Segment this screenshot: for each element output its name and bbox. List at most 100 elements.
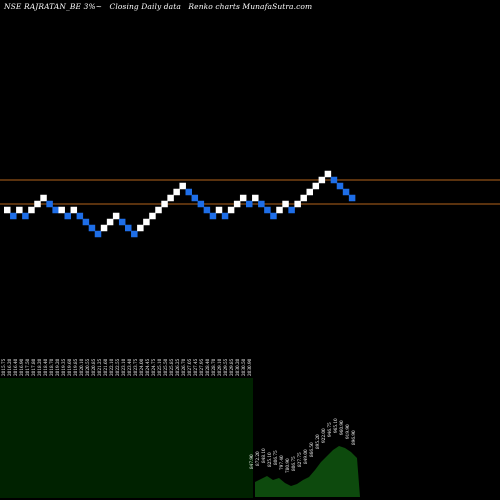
date-label: 2023.75 bbox=[133, 358, 138, 376]
price-labels: 847.90 872.20 848.10 825.10 806.75 797.40 780.… bbox=[249, 418, 356, 473]
renko-brick bbox=[149, 212, 156, 220]
date-label: 2025.50 bbox=[163, 358, 168, 376]
renko-brick bbox=[58, 206, 65, 214]
date-label: 2019.85 bbox=[73, 358, 78, 376]
date-label: 2025.85 bbox=[169, 358, 174, 376]
date-label: 2029.85 bbox=[229, 358, 234, 376]
date-label: 2023.40 bbox=[127, 358, 132, 376]
renko-brick bbox=[34, 200, 41, 208]
date-label: 2020.85 bbox=[91, 358, 96, 376]
price-label: 797.40 bbox=[279, 455, 284, 470]
price-label: 965.10 bbox=[333, 418, 338, 433]
date-label: 2029.10 bbox=[217, 358, 222, 376]
renko-brick bbox=[185, 188, 192, 196]
date-label: 2020.10 bbox=[79, 358, 84, 376]
price-label: 872.20 bbox=[255, 451, 260, 466]
renko-brick bbox=[227, 206, 235, 214]
chart-description: Closing Daily data bbox=[109, 2, 181, 11]
renko-brick bbox=[161, 200, 168, 208]
date-label: 2017.50 bbox=[25, 358, 30, 376]
date-label: 2030.90 bbox=[247, 358, 252, 376]
renko-brick bbox=[76, 212, 84, 220]
date-label: 2021.25 bbox=[97, 358, 102, 376]
renko-brick bbox=[294, 200, 301, 208]
renko-brick bbox=[252, 194, 259, 202]
reference-lines bbox=[0, 179, 500, 205]
date-label: 2020.55 bbox=[85, 358, 90, 376]
renko-brick bbox=[16, 206, 23, 214]
date-label: 2028.70 bbox=[211, 358, 216, 376]
date-label: 2024.45 bbox=[145, 358, 150, 376]
renko-brick bbox=[125, 224, 132, 232]
renko-brick bbox=[143, 218, 150, 226]
volume-area-recent bbox=[255, 446, 360, 497]
date-label: 2027.45 bbox=[193, 358, 198, 376]
renko-brick bbox=[118, 218, 126, 226]
date-label: 2030.20 bbox=[235, 358, 240, 376]
price-label: 780.90 bbox=[285, 458, 290, 473]
symbol-suffix: ~ bbox=[95, 2, 103, 11]
renko-brick bbox=[209, 212, 217, 220]
renko-brick bbox=[300, 194, 307, 202]
renko-brick bbox=[276, 206, 283, 214]
renko-brick bbox=[10, 212, 17, 220]
renko-brick bbox=[239, 194, 247, 202]
renko-brick bbox=[40, 194, 47, 202]
renko-brick bbox=[221, 212, 229, 220]
renko-brick bbox=[64, 212, 71, 220]
renko-brick bbox=[246, 200, 253, 208]
renko-brick bbox=[203, 206, 211, 214]
date-label: 2022.10 bbox=[109, 358, 114, 376]
date-label: 2024.75 bbox=[151, 358, 156, 376]
brand-label: Renko charts MunafaSutra.com bbox=[188, 2, 313, 11]
renko-brick bbox=[52, 206, 59, 214]
symbol-text: NSE RAJRATAN_BE 3% bbox=[4, 2, 96, 11]
renko-brick bbox=[70, 206, 78, 214]
renko-brick bbox=[46, 200, 53, 208]
date-label: 2018.20 bbox=[37, 358, 42, 376]
date-label: 2022.55 bbox=[115, 358, 120, 376]
date-label: 2019.20 bbox=[55, 358, 60, 376]
renko-brick bbox=[306, 188, 313, 196]
price-label: 849.00 bbox=[303, 449, 308, 464]
price-label: 825.10 bbox=[267, 452, 272, 467]
price-label: 960.90 bbox=[339, 420, 344, 435]
date-label: 2026.25 bbox=[175, 358, 180, 376]
renko-brick bbox=[233, 200, 241, 208]
date-label: 2015.75 bbox=[1, 358, 6, 376]
date-label: 2026.70 bbox=[181, 358, 186, 376]
date-label: 2023.10 bbox=[121, 358, 126, 376]
date-label: 2021.60 bbox=[103, 358, 108, 376]
renko-brick bbox=[191, 194, 199, 202]
price-label: 919.90 bbox=[345, 424, 350, 439]
renko-brick bbox=[348, 194, 356, 202]
renko-brick bbox=[215, 206, 223, 214]
date-label: 2027.05 bbox=[187, 358, 192, 376]
date-label: 2027.95 bbox=[199, 358, 204, 376]
price-label: 827.75 bbox=[297, 452, 302, 467]
renko-brick bbox=[179, 182, 186, 190]
date-label: 2028.40 bbox=[205, 358, 210, 376]
price-label: 866.50 bbox=[309, 442, 314, 457]
renko-brick bbox=[4, 206, 11, 214]
renko-brick bbox=[112, 212, 120, 220]
price-label: 847.90 bbox=[249, 454, 254, 469]
renko-brick bbox=[330, 176, 338, 184]
date-label: 2024.00 bbox=[139, 358, 144, 376]
renko-brick bbox=[167, 194, 174, 202]
date-label: 2019.35 bbox=[61, 358, 66, 376]
renko-brick bbox=[288, 206, 295, 214]
price-label: 946.75 bbox=[327, 422, 332, 437]
renko-brick bbox=[131, 230, 138, 238]
symbol-label: NSE RAJRATAN_BE 3%~ bbox=[4, 2, 102, 11]
renko-brick bbox=[264, 206, 271, 214]
date-label: 2029.55 bbox=[223, 358, 228, 376]
date-label: 2016.40 bbox=[13, 358, 18, 376]
renko-brick bbox=[318, 176, 326, 184]
renko-brick bbox=[88, 224, 96, 232]
date-label: 2018.70 bbox=[49, 358, 54, 376]
renko-brick bbox=[94, 230, 102, 238]
volume-panel bbox=[0, 378, 360, 498]
